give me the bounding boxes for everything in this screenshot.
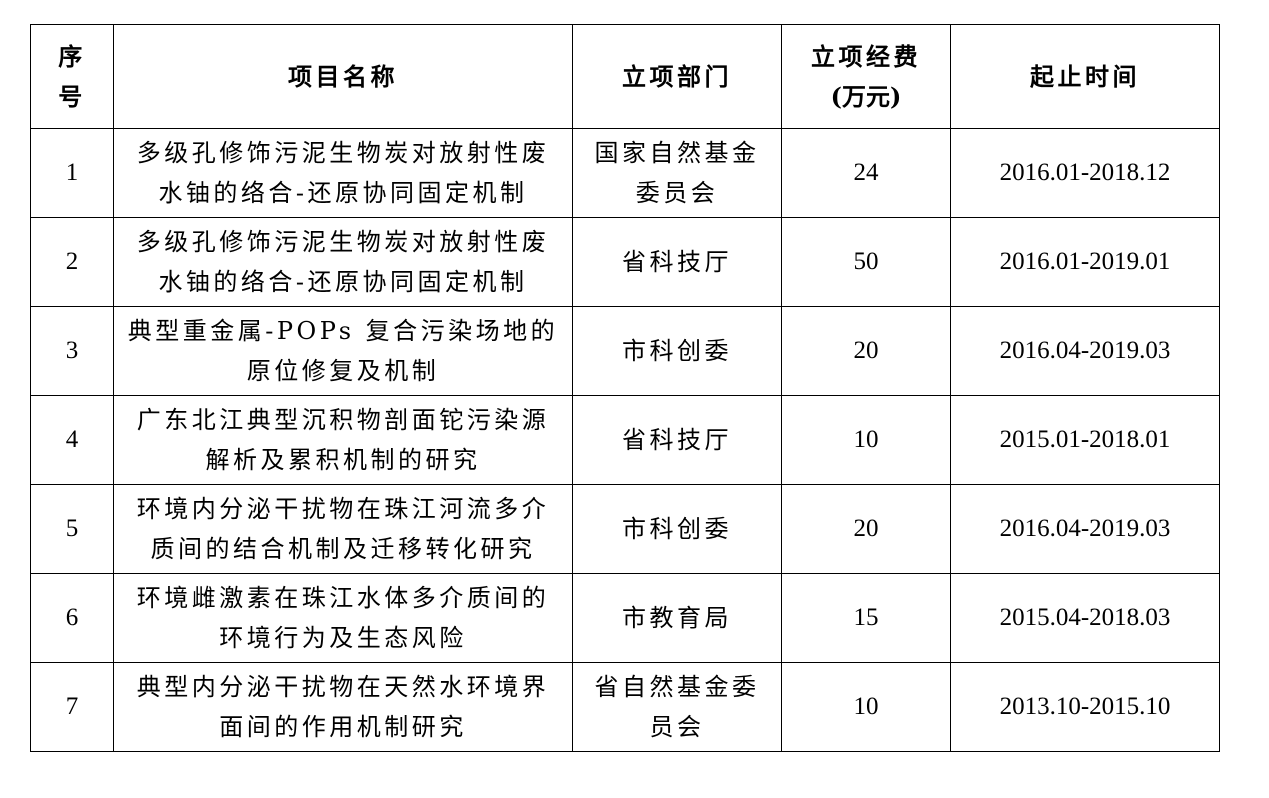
cell-period: 2013.10-2015.10 — [950, 662, 1220, 752]
cell-period: 2016.01-2019.01 — [950, 217, 1220, 307]
cell-project-name: 多级孔修饰污泥生物炭对放射性废 水铀的络合-还原协同固定机制 — [113, 128, 573, 218]
cell-project-name: 广东北江典型沉积物剖面铊污染源 解析及累积机制的研究 — [113, 395, 573, 485]
cell-department: 市科创委 — [572, 306, 782, 396]
header-dept: 立项部门 — [572, 24, 782, 129]
cell-funding: 10 — [781, 395, 951, 485]
table-row: 1 多级孔修饰污泥生物炭对放射性废 水铀的络合-还原协同固定机制 国家自然基金 委员会 2… — [30, 128, 1220, 218]
table-row: 3 典型重金属-POPs 复合污染场地的 原位修复及机制 市科创委 20 2016.04-… — [30, 306, 1220, 396]
cell-department: 省自然基金委 员会 — [572, 662, 782, 752]
cell-index: 6 — [30, 573, 114, 663]
cell-project-name: 多级孔修饰污泥生物炭对放射性废 水铀的络合-还原协同固定机制 — [113, 217, 573, 307]
cell-index: 4 — [30, 395, 114, 485]
header-period: 起止时间 — [950, 24, 1220, 129]
cell-index: 3 — [30, 306, 114, 396]
cell-project-name: 环境内分泌干扰物在珠江河流多介 质间的结合机制及迁移转化研究 — [113, 484, 573, 574]
table-row: 6 环境雌激素在珠江水体多介质间的 环境行为及生态风险 市教育局 15 2015.04-2… — [30, 573, 1220, 663]
cell-department: 市科创委 — [572, 484, 782, 574]
cell-funding: 20 — [781, 484, 951, 574]
cell-index: 1 — [30, 128, 114, 218]
cell-period: 2016.04-2019.03 — [950, 306, 1220, 396]
cell-funding: 24 — [781, 128, 951, 218]
cell-index: 5 — [30, 484, 114, 574]
cell-project-name: 典型重金属-POPs 复合污染场地的 原位修复及机制 — [113, 306, 573, 396]
cell-funding: 15 — [781, 573, 951, 663]
cell-department: 省科技厅 — [572, 217, 782, 307]
cell-period: 2016.01-2018.12 — [950, 128, 1220, 218]
cell-project-name: 环境雌激素在珠江水体多介质间的 环境行为及生态风险 — [113, 573, 573, 663]
header-funding: 立项经费 (万元) — [781, 24, 951, 129]
cell-period: 2015.01-2018.01 — [950, 395, 1220, 485]
header-index: 序号 — [30, 24, 114, 129]
cell-funding: 20 — [781, 306, 951, 396]
table-row: 4 广东北江典型沉积物剖面铊污染源 解析及累积机制的研究 省科技厅 10 2015.01-… — [30, 395, 1220, 485]
cell-department: 国家自然基金 委员会 — [572, 128, 782, 218]
cell-index: 2 — [30, 217, 114, 307]
table-row: 5 环境内分泌干扰物在珠江河流多介 质间的结合机制及迁移转化研究 市科创委 20 2016… — [30, 484, 1220, 574]
table-row: 7 典型内分泌干扰物在天然水环境界 面间的作用机制研究 省自然基金委 员会 10 2013.… — [30, 662, 1220, 752]
table-row: 2 多级孔修饰污泥生物炭对放射性废 水铀的络合-还原协同固定机制 省科技厅 50 2016… — [30, 217, 1220, 307]
cell-index: 7 — [30, 662, 114, 752]
projects-table: 序号 项目名称 立项部门 立项经费 (万元) 起止时间 1 多级孔修饰污泥生物炭对放… — [30, 24, 1220, 752]
header-row: 序号 项目名称 立项部门 立项经费 (万元) 起止时间 — [30, 24, 1220, 129]
header-name: 项目名称 — [113, 24, 573, 129]
cell-period: 2016.04-2019.03 — [950, 484, 1220, 574]
cell-funding: 50 — [781, 217, 951, 307]
cell-department: 省科技厅 — [572, 395, 782, 485]
cell-funding: 10 — [781, 662, 951, 752]
cell-period: 2015.04-2018.03 — [950, 573, 1220, 663]
cell-project-name: 典型内分泌干扰物在天然水环境界 面间的作用机制研究 — [113, 662, 573, 752]
cell-department: 市教育局 — [572, 573, 782, 663]
